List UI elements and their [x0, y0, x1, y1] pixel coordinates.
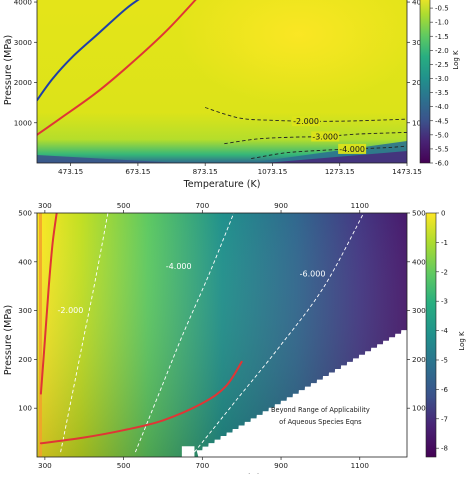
panel-2: -2.000 -4.000 -6.000 Beyond Range of Applic… — [3, 201, 466, 479]
masked-region-label: Beyond Range of Applicability — [271, 406, 370, 414]
colorbar-tick-label: -3.5 — [435, 89, 449, 97]
contour-label: -3.000 — [312, 132, 338, 141]
colorbar-tick-label: -0.5 — [435, 5, 449, 13]
colorbar-tick-label: -1 — [441, 239, 448, 247]
y-tick-label: 1000 — [14, 118, 33, 127]
x-top-tick-label: 1100 — [351, 201, 370, 210]
masked-region — [196, 330, 407, 457]
x-tick-label: 300 — [38, 461, 52, 470]
contour-line — [224, 131, 407, 145]
contour-line — [134, 213, 235, 453]
colorbar-tick-label: -3 — [441, 298, 448, 306]
colorbar-tick-label: -8 — [441, 445, 448, 453]
contour-line — [251, 145, 407, 160]
colorbar-tick-label: -4.5 — [435, 117, 449, 125]
heatmap-highlight — [178, 0, 407, 105]
colorbar-tick-label: -1.0 — [435, 19, 449, 27]
contour-label: -2.000 — [58, 306, 84, 315]
y-right-tick-label: 400 — [412, 257, 426, 266]
colorbar-tick-label: -7 — [441, 415, 448, 423]
y-tick-label: 4000 — [14, 0, 33, 7]
x-tick-label: 1473.15 — [392, 167, 422, 176]
x-top-tick-label: 500 — [117, 201, 131, 210]
y-tick-label: 400 — [18, 257, 32, 266]
x-tick-label: 900 — [274, 461, 288, 470]
x-top-tick-label: 300 — [38, 201, 52, 210]
y-right-tick-label: 500 — [412, 209, 426, 218]
contour-line — [194, 213, 365, 453]
x-tick-label: 500 — [117, 461, 131, 470]
colorbar-tick-label: -3.0 — [435, 75, 449, 83]
colorbar-tick-label: -6.0 — [435, 160, 449, 168]
contour-line — [60, 213, 109, 453]
y-tick-label: 100 — [18, 404, 32, 413]
panel-1: -2.000 -3.000-4.000 473.15 673.15 873.15 1073… — [3, 0, 460, 190]
colorbar-label: Log K — [458, 331, 466, 351]
masked-region-label: of Aqueous Species Eqns — [279, 418, 362, 426]
x-tick-label: 1273.15 — [325, 167, 355, 176]
y-right-tick-label: 200 — [412, 355, 426, 364]
contour-label: -2.000 — [293, 117, 319, 126]
heatmap-low-band — [264, 151, 407, 163]
masked-region-notch — [181, 446, 195, 457]
boundary-strip — [38, 213, 42, 457]
x-top-tick-label: 900 — [274, 201, 288, 210]
colorbar — [419, 0, 431, 164]
colorbar-tick-label: -5 — [441, 356, 448, 364]
contour-label-bg — [311, 131, 340, 142]
x-tick-label: 700 — [195, 461, 209, 470]
series-line — [39, 360, 243, 445]
y-tick-label: 300 — [18, 306, 32, 315]
series-line — [39, 213, 58, 395]
colorbar-tick-label: -4.0 — [435, 103, 449, 111]
x-tick-label: 1073.15 — [258, 167, 288, 176]
plot-frame — [36, 0, 408, 164]
x-axis-label: Temperature (K) — [183, 179, 261, 190]
x-tick-label: 1100 — [351, 461, 370, 470]
colorbar-tick-label: -2.0 — [435, 47, 449, 55]
colorbar-tick-label: -2.5 — [435, 61, 449, 69]
y-right-tick-label: 100 — [412, 404, 426, 413]
plot-frame — [36, 212, 408, 458]
y-right-tick-label: 300 — [412, 306, 426, 315]
x-tick-label: 473.15 — [58, 167, 83, 176]
y-tick-label: 3000 — [14, 38, 33, 47]
heatmap-field: -2.000 -3.000-4.000 — [37, 0, 407, 163]
contour-label-bg — [292, 116, 321, 127]
contour-label: -6.000 — [300, 269, 326, 278]
colorbar — [425, 212, 437, 458]
series-line — [37, 0, 197, 136]
x-top-tick-label: 700 — [195, 201, 209, 210]
y-axis-label: Pressure (MPa) — [3, 35, 14, 105]
contour-label-bg — [338, 143, 367, 154]
colorbar-tick-label: -1.5 — [435, 33, 449, 41]
colorbar-tick-label: -4 — [441, 327, 449, 335]
y-tick-label: 200 — [18, 355, 32, 364]
y-axis-label: Pressure (MPa) — [3, 305, 14, 375]
x-tick-label: 673.15 — [125, 167, 150, 176]
y-tick-label: 500 — [18, 209, 32, 218]
x-tick-label: 873.15 — [193, 167, 218, 176]
contour-label: -4.000 — [166, 262, 192, 271]
colorbar-label: Log K — [452, 50, 460, 70]
heatmap-low-band — [37, 155, 181, 163]
colorbar-tick-label: -6 — [441, 386, 449, 394]
colorbar-tick-label: -5.0 — [435, 131, 449, 139]
y-tick-label: 2000 — [14, 78, 33, 87]
colorbar-tick-label: -5.5 — [435, 145, 449, 153]
heatmap-field: -2.000 -4.000 -6.000 — [37, 213, 407, 457]
series-line — [37, 0, 140, 102]
colorbar-tick-label: -2 — [441, 268, 448, 276]
contour-label: -4.000 — [339, 145, 365, 154]
colorbar-tick-label: 0 — [441, 210, 445, 218]
